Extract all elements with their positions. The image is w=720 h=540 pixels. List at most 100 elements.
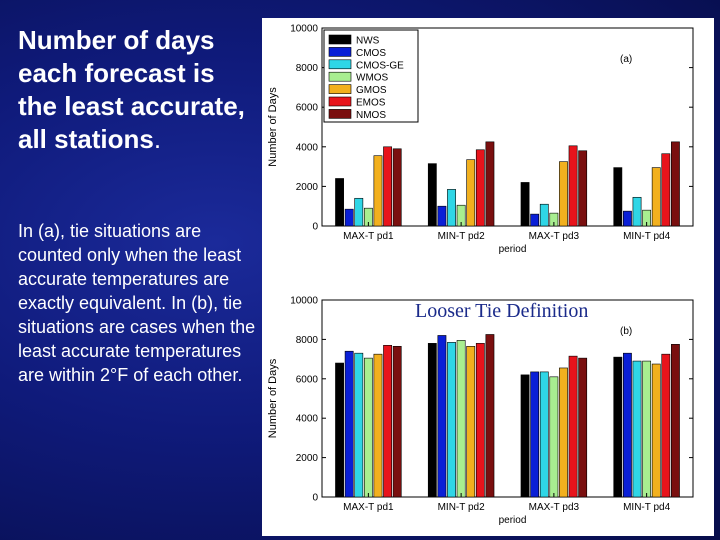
chart-b-bar-wmos-3: [549, 376, 559, 498]
chart-a-xtick-label: MIN-T pd2: [438, 231, 485, 242]
chart-a-bar-emos-1: [383, 146, 392, 227]
chart-a-bar-emos-4: [661, 153, 671, 227]
chart-a-ytick-label: 2000: [296, 182, 319, 193]
chart-b-bar-emos-3: [568, 355, 578, 498]
legend-label-emos: EMOS: [356, 98, 386, 109]
chart-b-xtick-label: MIN-T pd4: [623, 502, 670, 513]
slide-body-text: In (a), tie situations are counted only …: [18, 221, 256, 385]
chart-a-bar-cmos-ge-1: [354, 197, 364, 227]
chart-b-bar-nws-2: [427, 343, 437, 498]
chart-b-bar-cmos-ge-2: [447, 342, 456, 498]
chart-b-xtick-label: MAX-T pd3: [529, 502, 580, 513]
chart-a-xtick-label: MAX-T pd3: [529, 231, 580, 242]
chart-b-panel-label: (b): [620, 326, 632, 337]
chart-panel: 0 2000 4000 6000 8000 10000 Number of Days MAX-…: [262, 18, 714, 536]
chart-b-bar-wmos-1: [363, 357, 373, 498]
chart-b-bar-cmos-ge-4: [632, 360, 642, 498]
chart-b-bar-wmos-4: [642, 360, 652, 498]
slide-title-text: Number of days each forecast is the leas…: [18, 25, 245, 154]
chart-a-bar-gmos-3: [559, 161, 568, 227]
legend-label-gmos: GMOS: [356, 85, 387, 96]
legend-swatch-gmos: [328, 84, 352, 94]
chart-b-bar-nmos-4: [671, 344, 680, 498]
legend-label-nws: NWS: [356, 36, 380, 47]
legend-label-cmos: CMOS: [356, 48, 386, 59]
chart-a-bar-nws-2: [427, 163, 437, 227]
chart-a-bar-gmos-1: [373, 155, 383, 227]
legend-swatch-emos: [328, 96, 352, 107]
chart-a-ylabel: Number of Days: [267, 87, 279, 167]
chart-b-xtick-label: MAX-T pd1: [343, 502, 394, 513]
chart-a-bar-cmos-ge-2: [447, 189, 456, 227]
chart-a-bar-gmos-2: [466, 159, 476, 227]
chart-b-bar-gmos-1: [373, 353, 383, 498]
chart-a-bar-cmos-3: [530, 213, 540, 227]
chart-a-xtick-label: MIN-T pd4: [623, 231, 670, 242]
chart-b-bar-emos-2: [475, 343, 485, 498]
chart-b-bar-cmos-2: [437, 335, 447, 498]
chart-b-bar-nmos-3: [578, 357, 588, 498]
chart-b-ytick-label: 2000: [296, 453, 319, 464]
legend-label-nmos: NMOS: [356, 110, 386, 121]
chart-a-ytick-label: 6000: [296, 103, 319, 114]
chart-b-bar-cmos-3: [530, 371, 540, 498]
chart-b-xlabel: period: [499, 515, 527, 526]
chart-b-bar-nmos-1: [392, 345, 402, 498]
chart-a-bar-cmos-4: [623, 210, 632, 227]
legend-label-cmos-ge: CMOS-GE: [356, 60, 404, 71]
chart-a-panel-label: (a): [620, 54, 632, 65]
chart-b-bar-cmos-ge-3: [539, 371, 549, 498]
chart-a-axes-box: [321, 27, 694, 227]
charts-svg: 0 2000 4000 6000 8000 10000 Number of Days MAX-…: [267, 24, 694, 526]
legend-label-wmos: WMOS: [356, 73, 389, 84]
chart-a-xtick-label: MAX-T pd1: [343, 231, 394, 242]
legend-swatch-nws: [328, 34, 352, 45]
chart-a-xlabel: period: [499, 244, 527, 255]
chart-b-bar-cmos-1: [344, 350, 354, 498]
chart-b-bar-gmos-2: [466, 345, 476, 498]
chart-a-bar-gmos-4: [651, 167, 661, 227]
legend-swatch-cmos: [328, 47, 352, 57]
chart-a-bar-nmos-3: [578, 150, 588, 227]
chart-a-ytick-label: 0: [312, 222, 318, 233]
chart-a-ytick-label: 8000: [296, 63, 319, 74]
chart-a-bar-cmos-2: [437, 205, 447, 227]
chart-b-bar-nws-3: [520, 374, 530, 498]
chart-b-bar-cmos-ge-1: [354, 352, 364, 498]
legend-swatch-cmos-ge: [328, 59, 352, 70]
chart-b-ylabel: Number of Days: [267, 358, 279, 438]
slide-title: Number of days each forecast is the leas…: [18, 24, 258, 156]
chart-b-bar-emos-1: [383, 345, 392, 498]
chart-b-bar-gmos-4: [651, 363, 661, 498]
chart-b-ytick-label: 4000: [296, 414, 319, 425]
slide-title-dot: .: [153, 124, 162, 154]
chart-b-axes-box: [321, 299, 694, 498]
chart-b-ytick-label: 0: [312, 493, 318, 504]
chart-a-bar-nws-4: [613, 167, 623, 227]
chart-b-ytick-label: 6000: [296, 374, 319, 385]
chart-b-bar-wmos-2: [456, 340, 466, 498]
looser-tie-annotation: Looser Tie Definition: [415, 300, 588, 322]
chart-a-bar-nws-1: [335, 178, 344, 227]
chart-b-bar-emos-4: [661, 353, 671, 498]
legend-swatch-nmos: [328, 109, 352, 119]
chart-a-ytick-label: 4000: [296, 142, 319, 153]
chart-a-bar-nmos-2: [485, 141, 495, 227]
chart-a-bar-nmos-1: [392, 148, 402, 227]
legend-swatch-wmos: [328, 71, 352, 82]
chart-a-bar-emos-2: [475, 149, 485, 227]
chart-b-bar-cmos-4: [623, 352, 632, 498]
chart-a-bar-cmos-ge-4: [632, 196, 642, 227]
chart-a-bar-emos-3: [568, 145, 578, 227]
chart-a-ytick-label: 10000: [290, 24, 318, 35]
chart-b-ytick-label: 10000: [290, 296, 318, 307]
chart-a-bar-cmos-1: [344, 208, 354, 227]
chart-b-bar-gmos-3: [559, 367, 568, 498]
chart-b-bar-nws-1: [335, 362, 344, 498]
chart-b-xtick-label: MIN-T pd2: [438, 502, 485, 513]
chart-a-bar-cmos-ge-3: [539, 203, 549, 227]
chart-a-bar-nmos-4: [671, 141, 680, 227]
chart-a-bar-nws-3: [520, 182, 530, 227]
chart-b-bar-nmos-2: [485, 334, 495, 498]
chart-b-ytick-label: 8000: [296, 335, 319, 346]
